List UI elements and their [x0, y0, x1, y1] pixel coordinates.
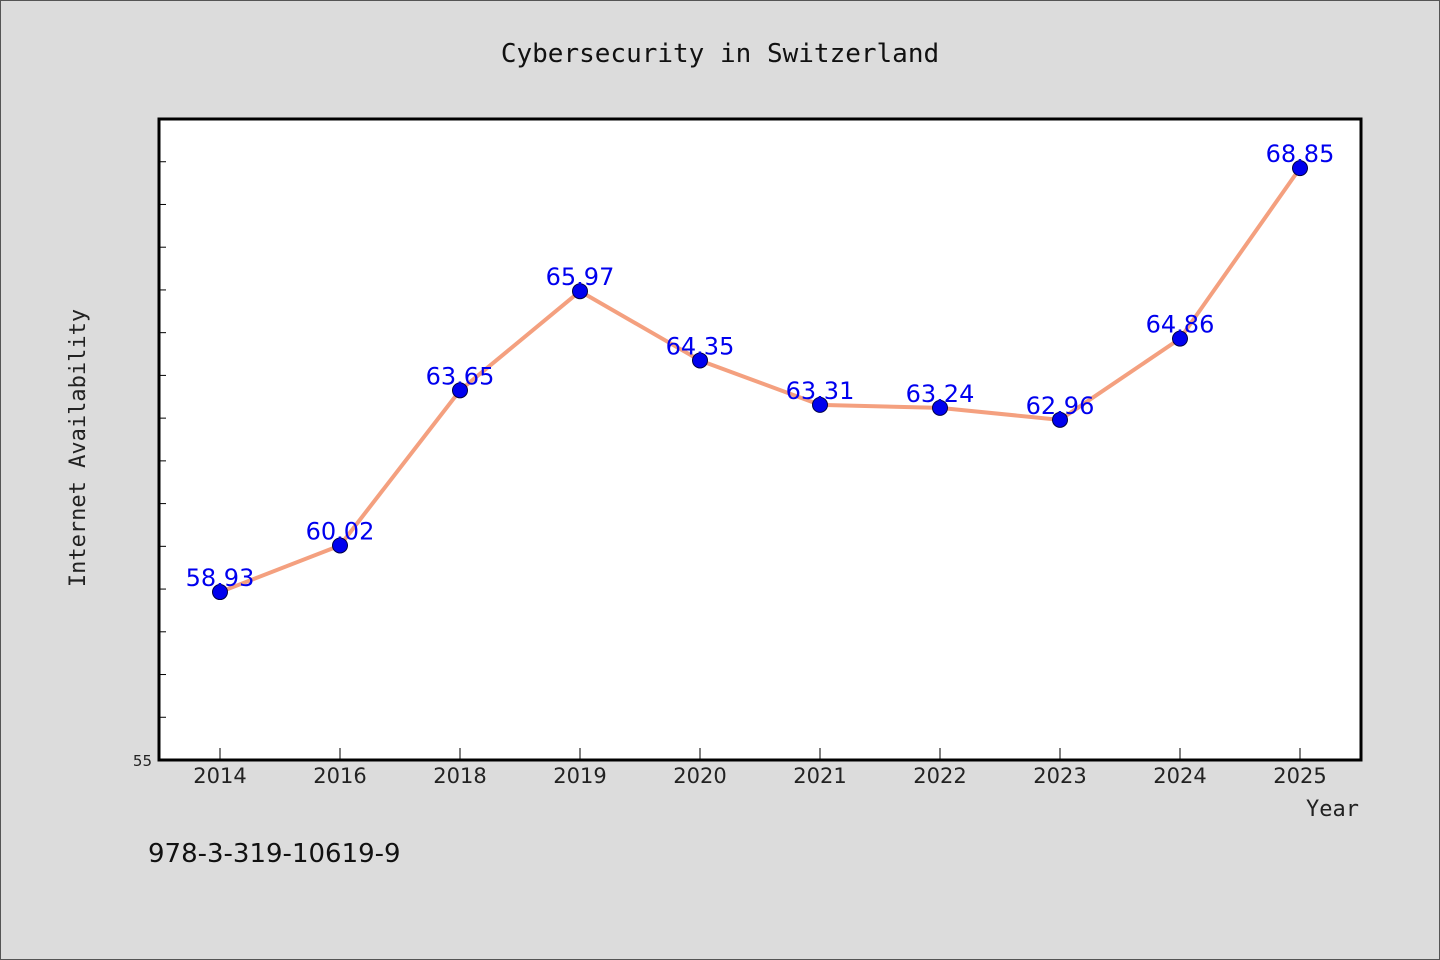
data-point: [332, 537, 348, 554]
x-tick-label: 2016: [313, 764, 366, 788]
y-axis-label: Internet Availability: [66, 309, 91, 587]
data-label: 68.85: [1266, 140, 1335, 168]
x-tick-label: 2024: [1153, 764, 1206, 788]
plot-area: [157, 117, 1363, 762]
data-point: [452, 382, 468, 399]
x-axis-tick-labels: 2014 2016 2018 2019 2020 2021 2022 2023 2024 2025: [193, 764, 1326, 788]
x-tick-label: 2014: [193, 764, 246, 788]
data-point: [572, 283, 588, 300]
data-point: [1172, 330, 1188, 347]
data-label: 63.31: [786, 377, 855, 405]
data-point: [812, 396, 828, 413]
data-point: [1292, 160, 1308, 177]
x-axis-ticks: [219, 748, 1301, 760]
data-label: 62.96: [1026, 392, 1095, 420]
x-tick-label: 2020: [673, 764, 726, 788]
data-label: 64.86: [1146, 311, 1215, 339]
y-tick-label-55: 55: [133, 752, 152, 770]
isbn-text: 978-3-319-10619-9: [148, 839, 401, 869]
data-label: 64.35: [666, 332, 735, 360]
data-label: 63.24: [906, 380, 975, 408]
chart-title: Cybersecurity in Switzerland: [501, 39, 939, 69]
series-line: [219, 166, 1302, 594]
data-labels: 58.93 60.02 63.65 65.97 64.35 63.31 63.24 62.96…: [186, 140, 1335, 592]
data-label: 58.93: [186, 564, 255, 592]
data-point: [932, 399, 948, 416]
x-tick-label: 2018: [433, 764, 486, 788]
y-axis-ticks: [159, 118, 166, 761]
x-tick-label: 2019: [553, 764, 606, 788]
data-label: 63.65: [426, 362, 495, 390]
data-point: [212, 584, 228, 601]
x-tick-label: 2023: [1033, 764, 1086, 788]
x-tick-label: 2021: [793, 764, 846, 788]
x-tick-label: 2022: [913, 764, 966, 788]
x-axis-label: Year: [1306, 797, 1359, 822]
series-0: [212, 160, 1308, 601]
x-tick-label: 2025: [1273, 764, 1326, 788]
data-label: 60.02: [306, 517, 375, 545]
data-point: [1052, 411, 1068, 428]
data-point: [692, 352, 708, 369]
data-label: 65.97: [546, 263, 615, 291]
